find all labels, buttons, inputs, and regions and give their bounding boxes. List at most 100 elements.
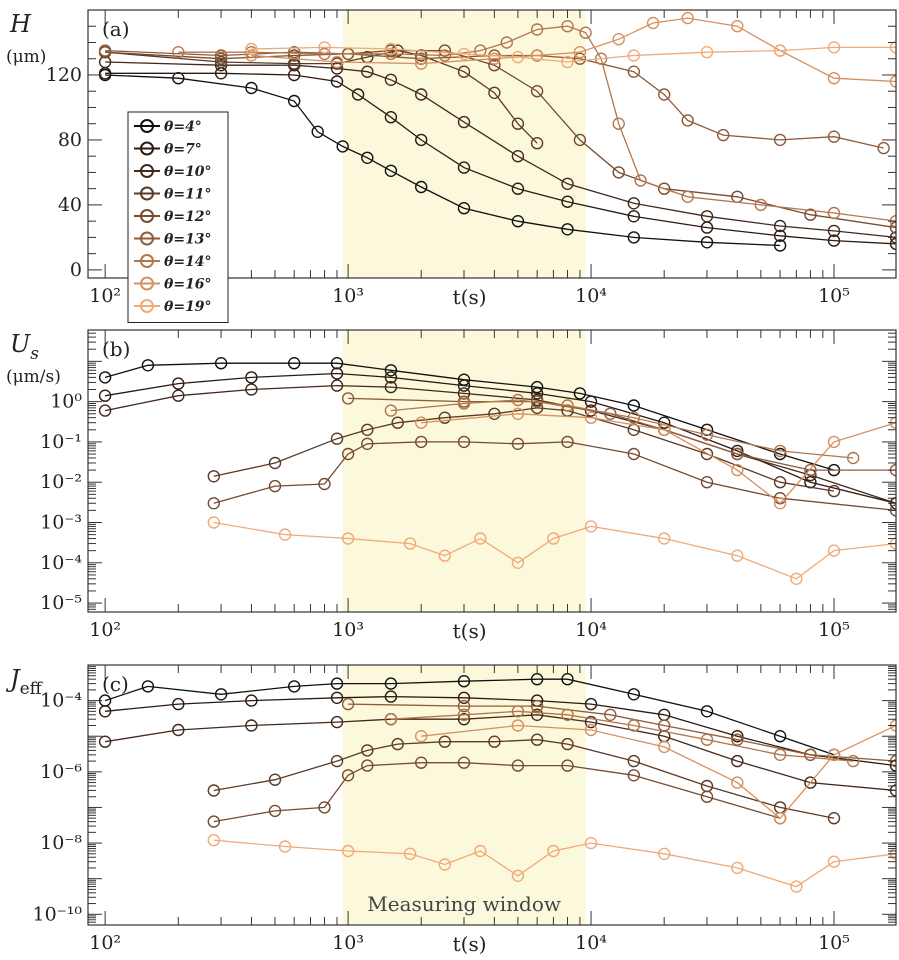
data-point-theta-19: [207, 834, 221, 847]
y-tick-label: 10⁻⁶: [40, 761, 82, 783]
data-point-theta-11: [488, 735, 501, 748]
data-point-theta-4: [700, 236, 714, 249]
data-point-theta-4: [561, 673, 574, 686]
data-point-theta-4: [627, 688, 640, 701]
x-axis-label: t(s): [453, 619, 487, 643]
data-point-theta-4: [214, 357, 228, 370]
data-point-theta-10: [457, 387, 471, 400]
data-point-theta-11: [488, 86, 501, 100]
data-point-theta-12: [530, 84, 544, 98]
data-point-theta-12: [561, 759, 574, 772]
data-point-theta-14: [561, 708, 574, 721]
x-axis-label: t(s): [453, 932, 487, 956]
data-point-theta-11: [561, 737, 574, 751]
data-point-theta-4: [384, 164, 398, 178]
series-group: [98, 357, 896, 585]
y-tick-label: 10⁻¹: [40, 431, 82, 453]
data-point-theta-7: [384, 110, 398, 124]
data-point-theta-10: [827, 224, 841, 238]
data-point-theta-12: [341, 769, 355, 782]
data-point-theta-16: [415, 57, 428, 70]
data-point-theta-16: [415, 416, 428, 429]
data-point-theta-14: [773, 748, 787, 761]
data-point-theta-11: [207, 470, 221, 483]
data-point-theta-10: [330, 379, 344, 392]
data-point-theta-19: [245, 42, 258, 56]
data-point-theta-12: [361, 759, 374, 772]
data-point-theta-4: [415, 180, 428, 194]
data-point-theta-14: [500, 36, 513, 49]
measuring-window-shade: [342, 665, 586, 925]
data-point-theta-7: [511, 182, 525, 195]
x-tick-label: 10⁴: [575, 285, 607, 307]
data-point-theta-19: [207, 516, 221, 529]
series-line-theta-19: [213, 839, 896, 888]
data-point-theta-19: [278, 528, 292, 541]
data-point-theta-19: [511, 50, 525, 64]
data-point-theta-7: [584, 697, 598, 711]
data-point-theta-7: [351, 88, 365, 101]
data-point-theta-16: [658, 423, 671, 436]
data-point-theta-7: [245, 694, 258, 707]
data-point-theta-10: [731, 754, 744, 768]
series-line-theta-14: [390, 710, 854, 762]
data-point-theta-7: [457, 691, 471, 704]
x-tick-label: 10⁴: [575, 932, 607, 954]
series-line-theta-12: [213, 441, 896, 512]
data-point-theta-4: [457, 201, 471, 215]
data-point-theta-4: [361, 151, 374, 165]
legend-marker: [140, 186, 154, 201]
data-point-theta-12: [700, 790, 714, 803]
data-point-theta-7: [172, 377, 185, 390]
data-point-theta-14: [511, 705, 525, 718]
x-tick-label: 10⁵: [818, 932, 850, 954]
data-point-theta-4: [141, 680, 155, 693]
data-point-theta-10: [172, 723, 185, 737]
data-point-theta-14: [318, 47, 331, 61]
series-line-theta-4: [105, 74, 781, 247]
legend-marker: [140, 141, 154, 156]
data-point-theta-19: [731, 549, 744, 562]
y-tick-label: 10⁻²: [40, 471, 82, 493]
y-tick-label: 0: [70, 259, 82, 281]
data-point-theta-16: [773, 812, 787, 825]
data-point-theta-4: [457, 675, 471, 688]
data-point-theta-19: [700, 46, 714, 59]
data-point-theta-7: [245, 371, 258, 384]
data-point-theta-13: [827, 130, 841, 143]
y-tick-label: 10⁻⁸: [40, 832, 82, 854]
data-point-theta-16: [827, 748, 841, 761]
y-tick-label: 80: [58, 129, 82, 151]
data-point-theta-13: [341, 392, 355, 405]
data-point-theta-19: [584, 520, 598, 533]
data-point-theta-10: [530, 708, 544, 721]
data-point-theta-11: [361, 744, 374, 757]
y-axis-label: H: [9, 10, 32, 38]
data-point-theta-4: [627, 231, 640, 244]
data-point-theta-7: [330, 75, 344, 88]
data-point-theta-14: [634, 174, 647, 187]
data-point-theta-19: [658, 532, 671, 545]
data-point-theta-13: [214, 49, 228, 62]
x-tick-label: 10⁵: [818, 619, 850, 641]
data-point-theta-4: [627, 399, 640, 412]
data-point-theta-19: [474, 844, 487, 858]
x-tick-label: 10³: [332, 619, 364, 641]
series-line-theta-14: [178, 25, 896, 222]
x-tick-label: 10³: [332, 932, 364, 954]
data-point-theta-19: [827, 41, 841, 54]
series-line-theta-10: [105, 61, 896, 239]
data-point-theta-16: [646, 16, 660, 30]
data-point-theta-10: [384, 73, 398, 87]
data-point-theta-13: [804, 748, 817, 761]
data-point-theta-12: [207, 497, 221, 510]
data-point-theta-11: [361, 423, 374, 436]
measuring-window-shade: [342, 330, 586, 612]
data-point-theta-14: [579, 26, 592, 39]
data-point-theta-7: [731, 730, 744, 743]
y-tick-label: 10⁻⁵: [40, 592, 82, 614]
legend-entry: θ=13°: [164, 232, 212, 248]
data-point-theta-19: [889, 41, 896, 54]
series-group: [98, 11, 896, 252]
data-point-theta-19: [547, 844, 560, 858]
